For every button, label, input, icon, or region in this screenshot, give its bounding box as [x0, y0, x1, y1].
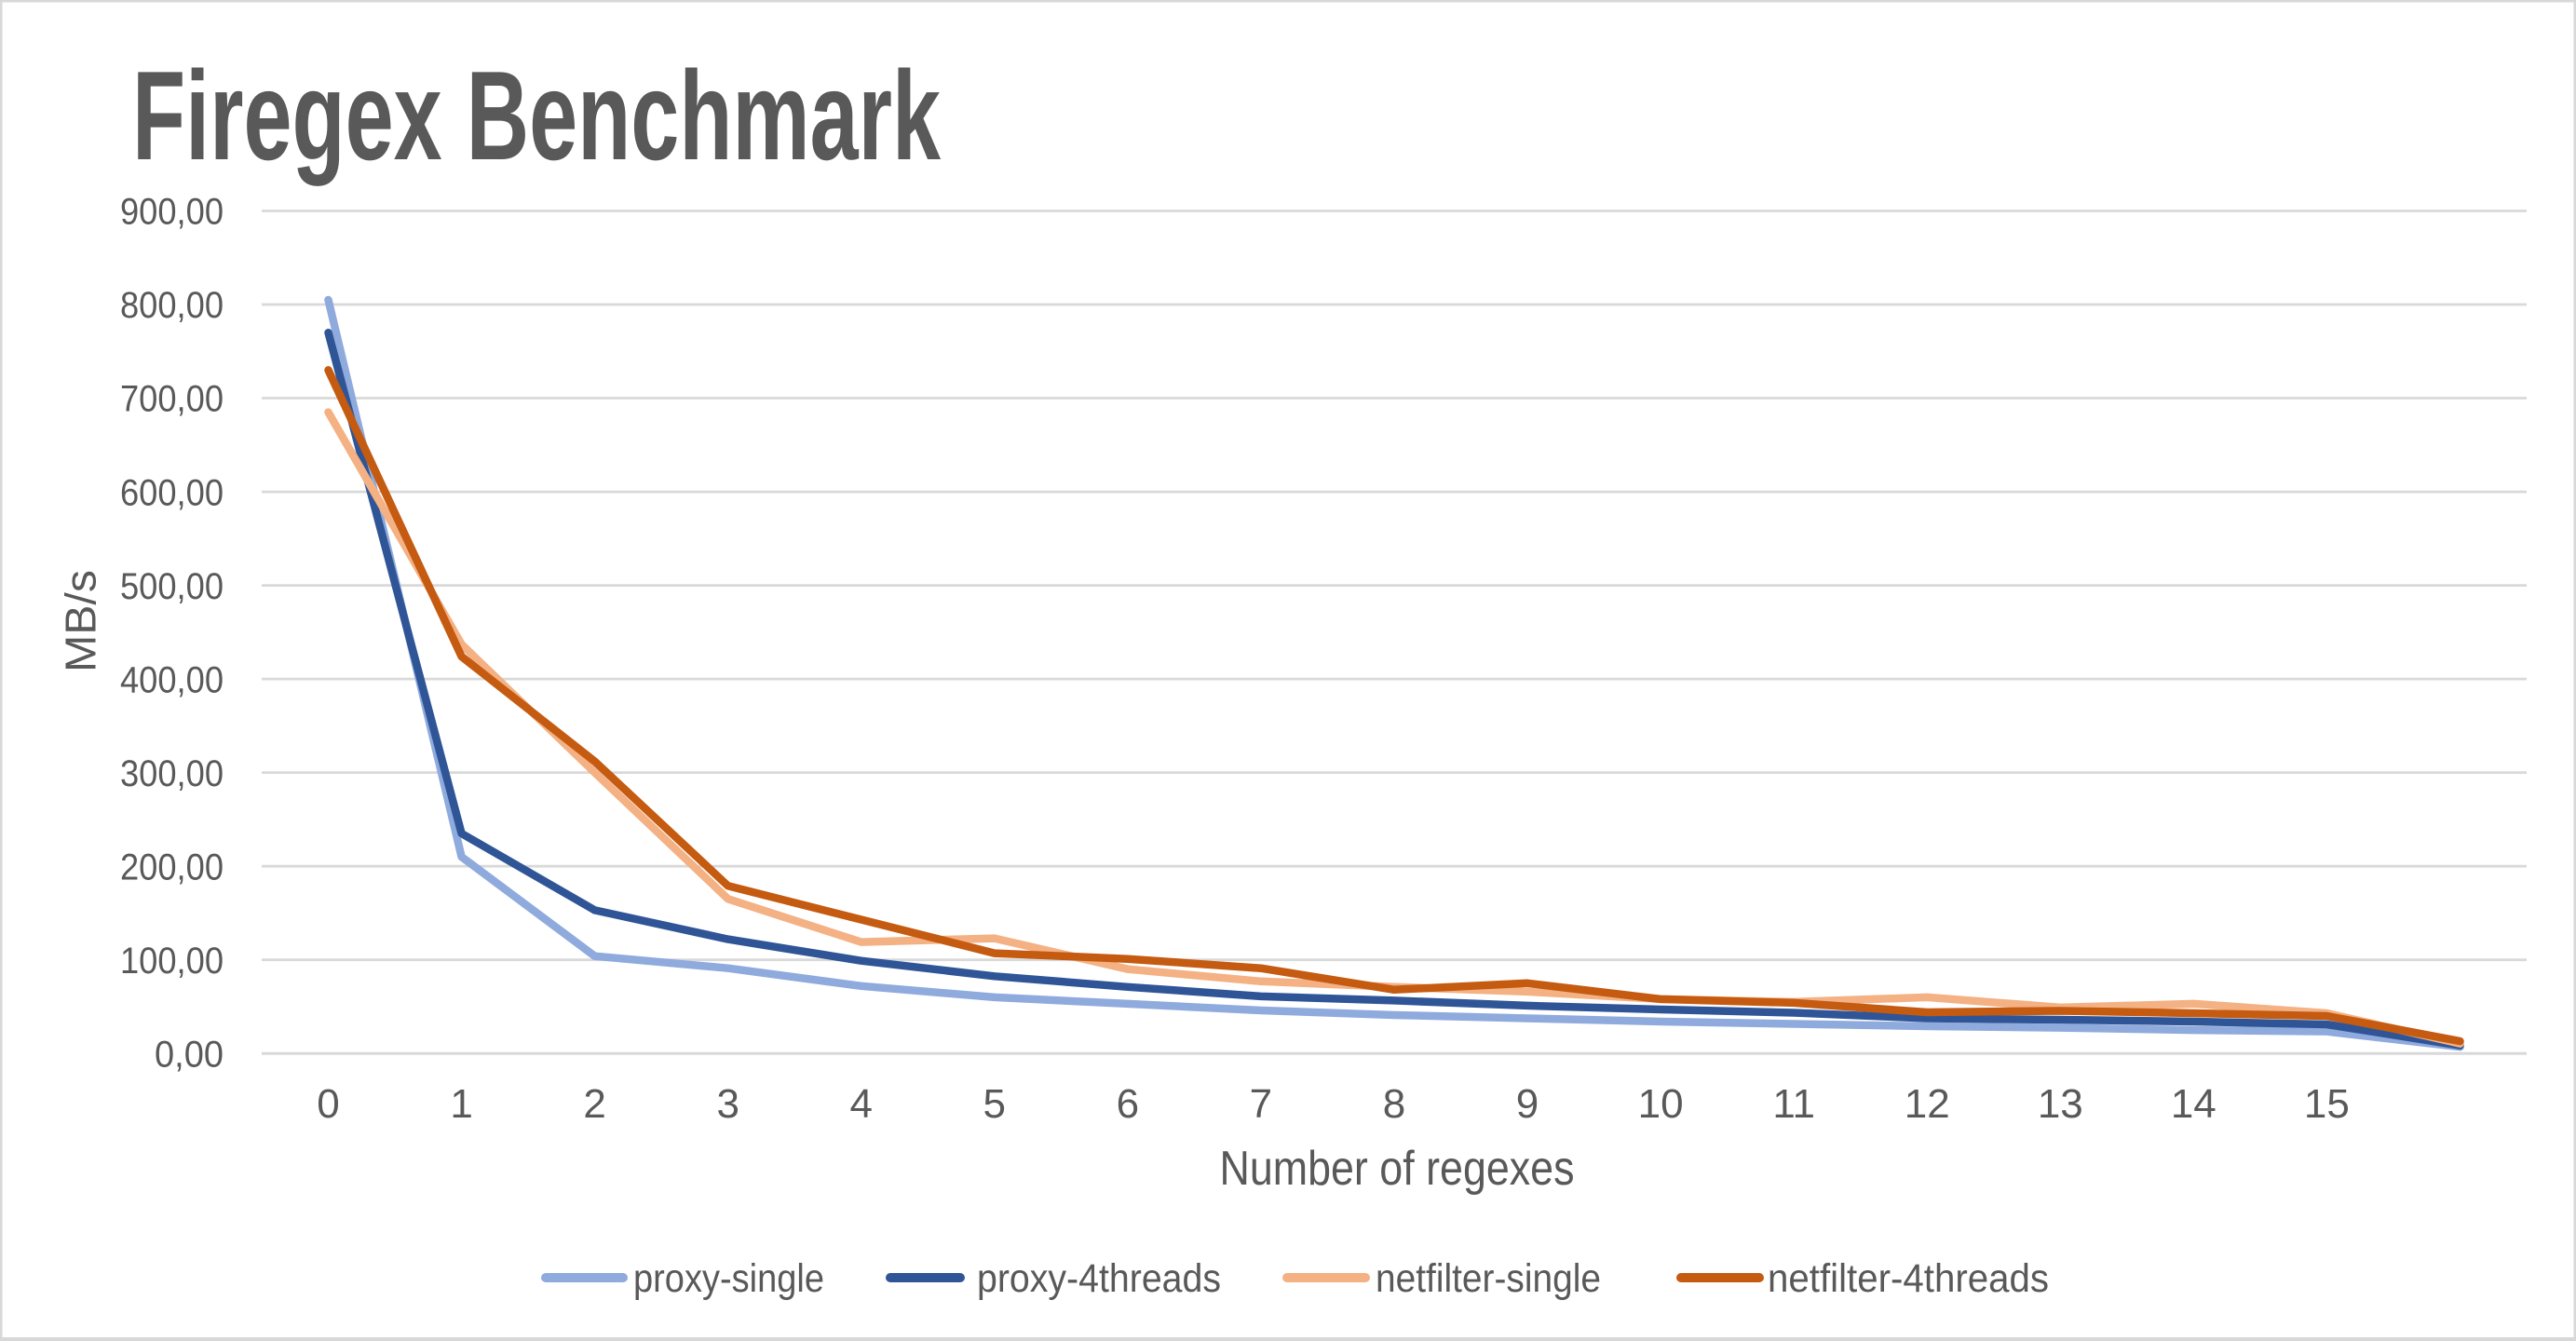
- svg-text:3: 3: [716, 1081, 739, 1127]
- svg-text:15: 15: [2304, 1081, 2350, 1127]
- svg-text:700,00: 700,00: [120, 379, 224, 420]
- svg-text:1: 1: [450, 1081, 472, 1127]
- svg-text:Number of regexes: Number of regexes: [1220, 1142, 1575, 1196]
- svg-text:7: 7: [1250, 1081, 1272, 1127]
- svg-text:12: 12: [1905, 1081, 1950, 1127]
- svg-text:13: 13: [2038, 1081, 2083, 1127]
- svg-text:900,00: 900,00: [120, 192, 224, 233]
- svg-text:netfilter-single: netfilter-single: [1376, 1256, 1601, 1301]
- svg-text:netfilter-4threads: netfilter-4threads: [1768, 1256, 2049, 1301]
- svg-text:0,00: 0,00: [155, 1034, 224, 1075]
- svg-text:200,00: 200,00: [120, 847, 224, 887]
- svg-text:2: 2: [583, 1081, 605, 1127]
- svg-text:14: 14: [2171, 1081, 2217, 1127]
- svg-text:proxy-single: proxy-single: [633, 1256, 824, 1301]
- svg-text:MB/s: MB/s: [56, 570, 104, 672]
- svg-text:11: 11: [1772, 1081, 1815, 1127]
- svg-text:600,00: 600,00: [120, 472, 224, 513]
- svg-text:300,00: 300,00: [120, 753, 224, 794]
- svg-text:100,00: 100,00: [120, 941, 224, 982]
- svg-text:10: 10: [1638, 1081, 1684, 1127]
- svg-text:6: 6: [1117, 1081, 1139, 1127]
- svg-text:8: 8: [1383, 1081, 1405, 1127]
- svg-text:500,00: 500,00: [120, 566, 224, 607]
- svg-text:4: 4: [849, 1081, 872, 1127]
- svg-text:proxy-4threads: proxy-4threads: [977, 1256, 1221, 1301]
- svg-text:400,00: 400,00: [120, 659, 224, 700]
- svg-text:9: 9: [1516, 1081, 1539, 1127]
- svg-text:800,00: 800,00: [120, 285, 224, 326]
- svg-text:Firegex Benchmark: Firegex Benchmark: [132, 45, 941, 186]
- svg-text:5: 5: [983, 1081, 1006, 1127]
- svg-text:0: 0: [317, 1081, 339, 1127]
